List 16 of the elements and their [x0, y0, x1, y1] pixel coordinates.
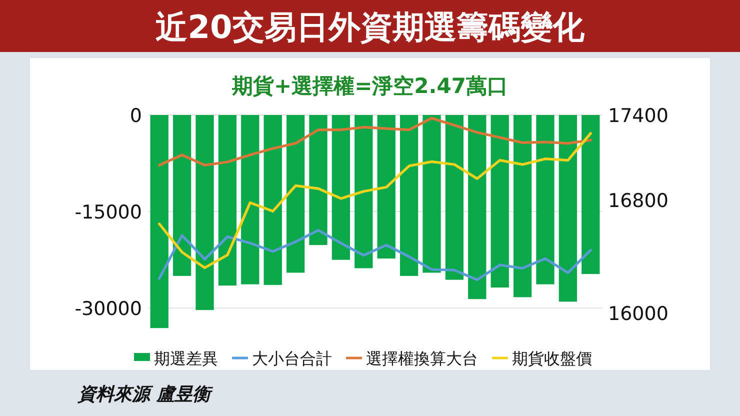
legend-label: 期貨收盤價: [512, 349, 592, 368]
legend-label: 期選差異: [154, 349, 218, 368]
line-series: [158, 228, 592, 282]
y2-tick-label: 16800: [608, 190, 668, 212]
line-series: [158, 132, 592, 270]
line-series: [158, 116, 592, 167]
y-tick-label: -30000: [74, 298, 142, 320]
y2-tick-label: 16000: [608, 303, 668, 326]
chart-title: 近20交易日外資期選籌碼變化: [156, 8, 586, 46]
source-note: 資料來源 盧昱衡: [77, 384, 214, 405]
y2-tick-label: 17400: [608, 105, 668, 127]
y-tick-label: 0: [130, 105, 142, 127]
y-tick-label: -15000: [74, 202, 142, 224]
chart-subtitle: 期貨+選擇權=淨空2.47萬口: [230, 74, 508, 98]
legend-label: 大小台合計: [252, 349, 332, 368]
legend-label: 選擇權換算大台: [366, 349, 478, 368]
